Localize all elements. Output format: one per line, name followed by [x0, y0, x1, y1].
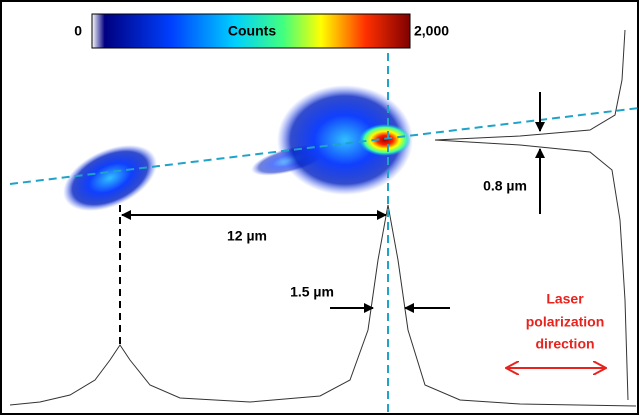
polarization-label: Laser polarization direction [526, 291, 605, 352]
vertical-width-label: 0.8 µm [483, 178, 527, 194]
colorbar-label: Counts [228, 23, 276, 39]
hot-spot [359, 124, 411, 156]
tilted-axis-line [9, 107, 639, 185]
large-spot [277, 85, 413, 195]
vertical-profile [434, 29, 629, 401]
horizontal-width-label: 1.5 µm [290, 284, 334, 300]
colorbar [91, 13, 411, 49]
colorbar-min: 0 [74, 23, 82, 39]
label-line: direction [535, 336, 594, 352]
horizontal-profile [9, 204, 637, 407]
label-line: Laser [546, 291, 584, 307]
colorbar-max: 2,000 [414, 23, 449, 39]
separation-label: 12 µm [227, 228, 267, 244]
small-spot [63, 144, 157, 212]
label-line: polarization [526, 314, 605, 330]
